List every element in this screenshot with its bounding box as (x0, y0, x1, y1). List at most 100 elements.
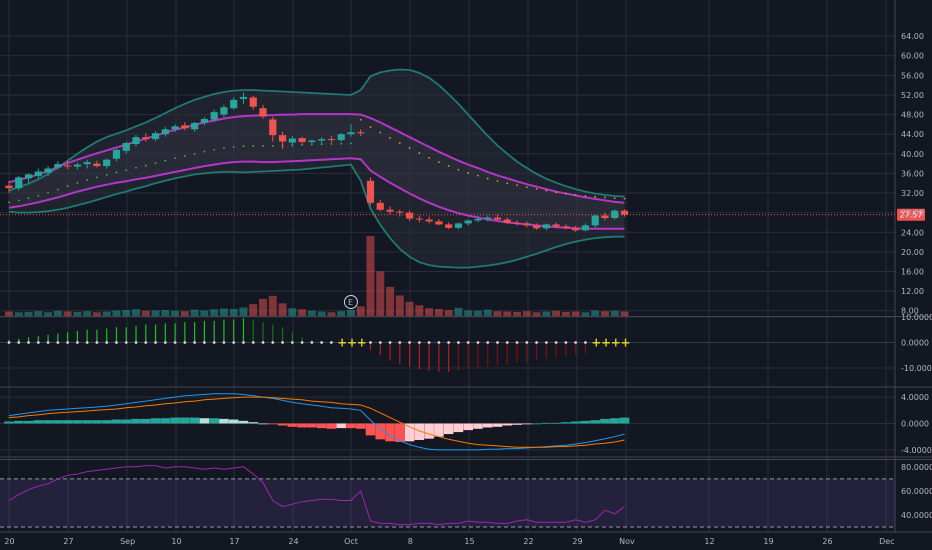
volume-bar (346, 310, 355, 316)
volume-bar (561, 311, 570, 316)
volume-bar (620, 311, 629, 316)
candle-body (93, 163, 101, 167)
macd-histogram-bar (326, 423, 337, 429)
candle-body (376, 202, 384, 210)
price-tick-label: 8.00 (901, 307, 919, 316)
squeeze-dot (75, 341, 79, 344)
volume-bar (307, 310, 316, 316)
macd-histogram-bar (43, 420, 53, 424)
volume-bar (600, 311, 609, 316)
candle-body (532, 225, 541, 229)
squeeze-cross: + (347, 336, 357, 350)
price-tick-label: 52.00 (901, 91, 924, 100)
candle-body (484, 217, 492, 220)
macd-histogram-bar (267, 423, 278, 425)
price-pane[interactable] (0, 68, 895, 316)
candle-body (239, 96, 248, 99)
volume-bar (454, 307, 463, 316)
time-tick-label: Sep (120, 537, 135, 546)
pane-dividers[interactable] (0, 0, 932, 532)
macd-histogram-bar (287, 423, 298, 427)
macd-histogram-bar (248, 422, 259, 424)
candle-body (288, 138, 296, 143)
macd-histogram-bar (307, 423, 317, 428)
outer-band-fill (9, 69, 625, 268)
stop-dot (56, 188, 59, 191)
price-tick-label: 12.00 (901, 287, 924, 296)
volume-bar (210, 309, 219, 316)
squeeze-dot (115, 341, 118, 344)
stop-dot (447, 165, 450, 167)
volume-bar (591, 310, 600, 316)
squeeze-dot (515, 341, 519, 344)
time-tick-label: 17 (229, 537, 239, 546)
candle-body (601, 215, 609, 219)
squeeze-dot (476, 341, 480, 344)
candle-body (298, 138, 306, 143)
macd-histogram-bar (404, 423, 415, 442)
macd-histogram-bar (180, 417, 190, 424)
stop-dot (115, 171, 118, 174)
candle-body (15, 177, 23, 189)
time-tick-label: 10 (171, 537, 181, 546)
squeeze-dot (437, 341, 441, 344)
stop-dot (174, 157, 176, 160)
time-tick-label: 22 (523, 537, 533, 546)
volume-bar (278, 303, 287, 316)
time-tick-label: 19 (763, 537, 773, 546)
price-tick-label: 40.00 (901, 150, 924, 159)
squeeze-cross: + (591, 336, 601, 350)
last-price-label: 27.57 (900, 211, 923, 220)
upper-inner-band (8, 113, 625, 204)
volume-bar (229, 308, 238, 316)
squeeze-dot (574, 341, 578, 344)
price-tick-label: 48.00 (901, 111, 924, 120)
candle-body (552, 224, 560, 227)
squeeze-pane[interactable]: + + + + + + + (0, 318, 895, 372)
squeeze-cross: + (611, 336, 621, 350)
volume-bar (395, 295, 404, 316)
candle-body (503, 219, 511, 223)
squeeze-dot (251, 341, 255, 344)
squeeze-dot (290, 341, 294, 344)
macd-histogram-bar (561, 422, 571, 424)
squeeze-dot (242, 341, 245, 344)
macd-histogram-bar (473, 423, 483, 429)
macd-histogram-bar (121, 419, 132, 424)
stop-dot (398, 142, 401, 144)
candle-body (523, 223, 531, 226)
stop-dot (27, 197, 30, 200)
time-axis[interactable]: 20 27 Sep 10 17 24 Oct 8 15 22 29 Nov 12 19 26 Dec (0, 531, 932, 546)
stop-dot (193, 152, 196, 155)
volume-bar (356, 306, 365, 316)
volume-bar (503, 311, 512, 316)
macd-histogram-bar (150, 418, 161, 424)
stop-dot (525, 186, 528, 189)
stop-dot (457, 168, 460, 171)
rsi-pane[interactable] (0, 465, 895, 528)
squeeze-tick-label: 10.0000 (901, 313, 932, 322)
volume-bar (552, 310, 561, 316)
price-tick-label: 60.00 (901, 52, 924, 61)
squeeze-dot (525, 341, 529, 344)
squeeze-dot (369, 341, 372, 344)
stop-dot (301, 143, 303, 146)
macd-histogram-bar (600, 418, 610, 424)
volume-bar (92, 312, 101, 316)
volume-bar (239, 307, 248, 316)
volume-bar (122, 310, 131, 316)
macd-pane[interactable] (4, 393, 630, 451)
candle-body (200, 118, 208, 123)
price-axis[interactable]: 27.57 64.00 60.00 56.00 52.00 48.00 44.00 40.00… (897, 32, 932, 520)
candle-body (161, 129, 169, 135)
stop-dot (86, 179, 89, 181)
volume-bar (425, 308, 434, 316)
candle-body (83, 162, 91, 165)
stop-dot (379, 131, 382, 134)
candle-body (191, 122, 199, 130)
macd-histogram-bar (453, 423, 464, 433)
squeeze-dot (261, 341, 265, 344)
squeeze-dot (457, 341, 460, 344)
volume-bar (171, 310, 180, 316)
